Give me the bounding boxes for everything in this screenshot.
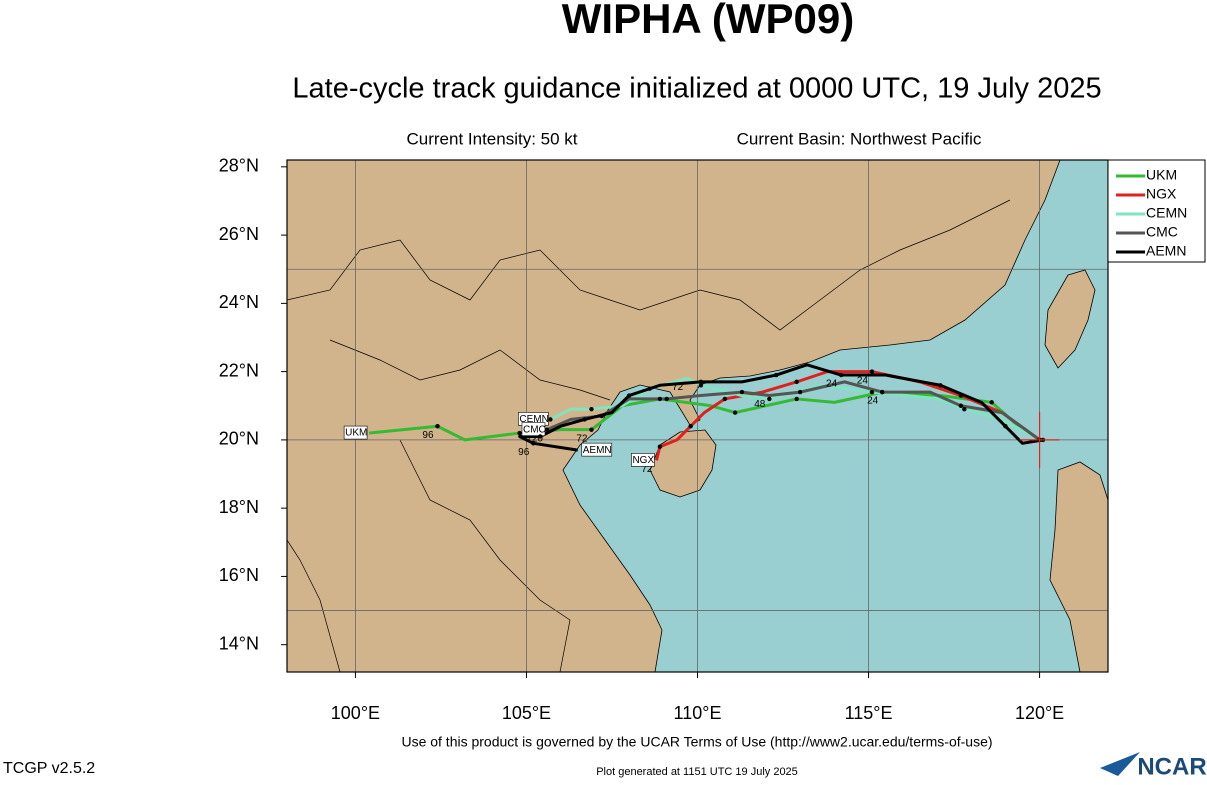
y-tick-label: 18°N [219,497,259,517]
track-point [1003,424,1008,429]
x-tick-label: 115°E [845,703,893,723]
hour-label: 96 [518,447,530,458]
track-point [435,424,440,429]
track-point [698,379,704,385]
hour-label: 72 [576,433,588,444]
logo-mark [1100,752,1140,776]
legend-label: CMC [1146,224,1178,240]
hour-label: 24 [857,375,869,386]
track-point [599,413,604,419]
border [287,539,341,672]
intensity: Current Intensity: 50 kt [406,129,577,148]
track-point [869,389,875,395]
track-line [654,370,1041,461]
legend-label: AEMN [1146,243,1186,259]
footer: Use of this product is governed by the U… [401,734,992,750]
border [287,199,1011,331]
track-line [549,376,1041,442]
track-point [958,403,964,408]
track-point [544,427,550,432]
border [329,339,611,401]
track-point [698,383,704,388]
track-point [647,386,652,391]
track-point [582,417,587,422]
sea [563,160,1108,672]
border [399,439,571,672]
track-point [589,406,594,412]
subtitle: Late-cycle track guidance initialized at… [292,73,1101,105]
y-tick-label: 28°N [219,156,259,176]
track-point [794,396,799,402]
y-tick-label: 20°N [219,429,259,449]
x-tick-label: 110°E [674,703,722,723]
hour-label: 96 [422,430,434,441]
track-point [537,434,543,439]
basin: Current Basin: Northwest Pacific [737,129,982,148]
track-point [531,441,536,446]
x-tick-label: 100°E [331,703,380,723]
track-name-box [631,453,655,467]
track-point [880,389,885,395]
track-name: UKM [345,428,367,439]
track-name-box [581,442,613,457]
track-name: CEMN [519,414,548,425]
track-point [589,427,594,432]
title: WIPHA (WP09) [562,0,854,42]
hour-label: 24 [867,396,879,407]
track-line [368,390,1041,442]
y-tick-label: 24°N [219,292,259,312]
track-point [797,389,803,395]
track-name-box [521,422,546,436]
legend-label: NGX [1146,186,1177,202]
track-point [688,424,693,429]
track-point [657,444,663,449]
x-tick-label: 105°E [502,703,551,723]
track-point [664,396,669,402]
logo: NCAR [1137,753,1206,780]
coastline [562,160,1061,672]
hour-label: 24 [826,379,838,390]
hour-label: 120 [526,433,543,444]
y-tick-label: 14°N [219,633,259,653]
track-name: NGX [632,455,654,466]
x-tick-label: 120°E [1015,703,1064,723]
legend-label: CEMN [1146,205,1187,221]
track-point [794,379,799,385]
hour-label: 72 [672,382,684,393]
track-point [838,372,844,378]
taiwan [1044,269,1096,369]
track-point [869,369,875,374]
track-point [958,393,964,398]
track-point [739,389,745,395]
track-name: CMC [523,424,546,435]
track-point [938,383,943,388]
version: TCGP v2.5.2 [3,760,95,777]
luzon [1049,461,1108,672]
track-line [546,380,1041,442]
legend-label: UKM [1146,167,1177,183]
track-point [989,400,994,405]
track-point [773,372,779,378]
generated: Plot generated at 1151 UTC 19 July 2025 [596,766,798,778]
hour-label: 72 [641,464,653,475]
track-point [732,410,738,415]
track-point [626,393,632,398]
track-point [517,430,522,436]
track-point [962,406,967,412]
hainan [649,429,717,498]
track-point [767,396,772,402]
track-point [657,396,663,402]
y-tick-label: 26°N [219,224,259,244]
track-point [722,396,728,402]
track-name-box [343,425,368,440]
track-point [548,417,553,422]
y-tick-label: 16°N [219,565,259,585]
y-tick-label: 22°N [219,360,259,380]
track-name: AEMN [583,445,612,456]
hour-label: 48 [754,399,766,410]
